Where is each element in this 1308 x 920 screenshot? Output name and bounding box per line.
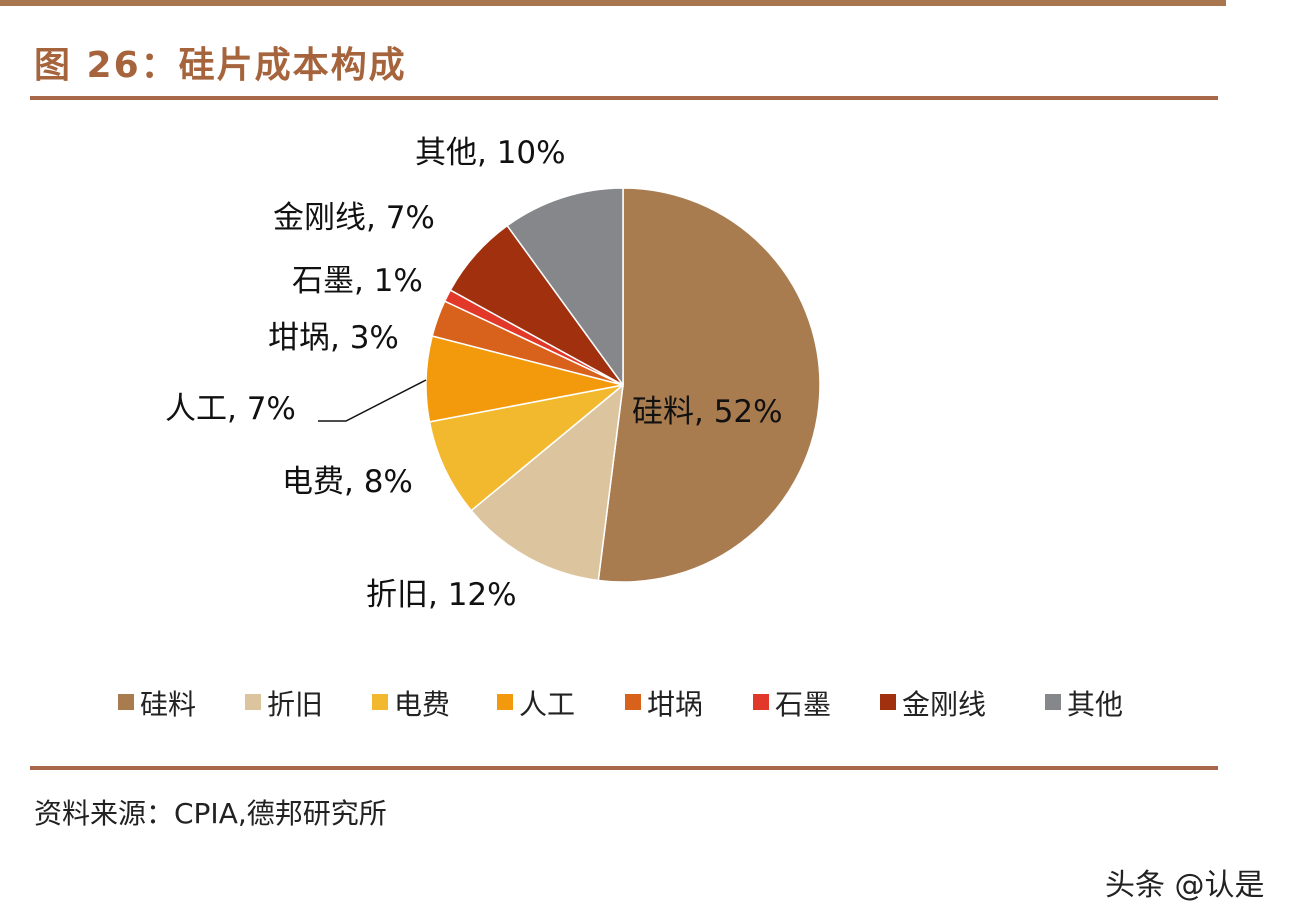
top-border [0,0,1226,6]
legend-swatch-3 [497,694,513,710]
legend-swatch-0 [118,694,134,710]
data-label-2: 电费, 8% [282,464,413,500]
legend-swatch-5 [753,694,769,710]
pie-slice-1 [470,383,624,582]
legend-swatch-4 [625,694,641,710]
figure-title: 图 26：硅片成本构成 [34,45,407,86]
legend-label-6: 金刚线 [902,688,986,721]
legend-label-2: 电费 [394,688,450,721]
legend-label-7: 其他 [1067,688,1123,721]
data-label-0: 硅料, 52% [632,394,783,430]
leader-line [318,379,427,422]
watermark: 头条 @认是 [1105,868,1265,903]
footer-rule [30,766,1218,770]
legend-label-5: 石墨 [775,688,831,721]
pie-slice-2 [428,384,624,512]
title-rule [30,96,1218,100]
data-label-1: 折旧, 12% [366,577,517,613]
legend-label-3: 人工 [519,688,575,721]
data-label-7: 其他, 10% [415,135,566,171]
source-note: 资料来源：CPIA,德邦研究所 [34,797,387,830]
data-label-6: 金刚线, 7% [273,200,435,236]
pie-slice-0 [597,187,821,583]
data-label-3: 人工, 7% [165,391,296,427]
pie-slice-7 [506,187,624,388]
legend-label-4: 坩埚 [647,688,703,721]
data-label-4: 坩埚, 3% [268,320,399,356]
legend-swatch-6 [880,694,896,710]
legend-swatch-1 [245,694,261,710]
legend-swatch-7 [1045,694,1061,710]
legend-swatch-2 [372,694,388,710]
data-label-5: 石墨, 1% [292,263,423,299]
legend-label-0: 硅料 [140,688,196,721]
legend-label-1: 折旧 [267,688,323,721]
